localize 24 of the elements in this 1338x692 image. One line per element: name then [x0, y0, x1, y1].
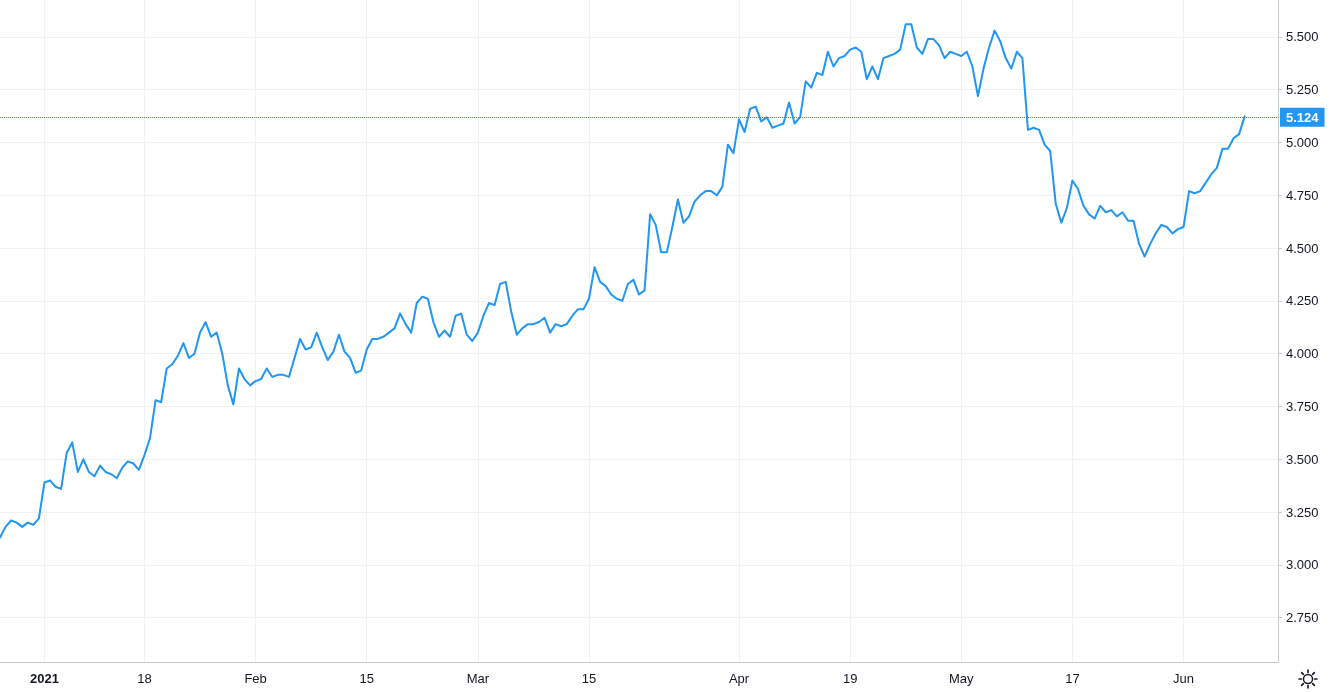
y-tick-label: 3.250: [1286, 504, 1319, 520]
y-tick-label: 4.000: [1286, 346, 1319, 362]
y-tick-label: 3.500: [1286, 451, 1319, 467]
x-tick-label: 2021: [29, 671, 59, 686]
x-tick-label: May: [949, 671, 975, 686]
x-tick-label: 19: [842, 671, 858, 686]
y-tick-label: 2.750: [1286, 610, 1319, 626]
y-tick-label: 3.750: [1286, 398, 1319, 414]
y-tick-label: 5.000: [1286, 135, 1319, 151]
ref-line-label: 5.124: [1286, 109, 1320, 125]
y-tick-label: 4.250: [1286, 293, 1319, 309]
x-tick-label: 17: [1065, 671, 1080, 686]
x-tick-label: Jun: [1173, 671, 1195, 686]
x-tick-label: 18: [137, 671, 152, 686]
x-tick-label: 15: [581, 671, 597, 686]
x-tick-label: Apr: [728, 671, 750, 686]
y-tick-label: 3.000: [1286, 557, 1319, 573]
y-tick-label: 4.750: [1286, 187, 1319, 203]
x-tick-label: 15: [359, 671, 374, 686]
y-tick-label: 5.250: [1286, 82, 1319, 98]
x-tick-label: Feb: [244, 671, 267, 686]
y-tick-label: 5.500: [1286, 29, 1319, 45]
x-tick-label: Mar: [466, 671, 490, 686]
y-tick-label: 4.500: [1286, 240, 1319, 256]
